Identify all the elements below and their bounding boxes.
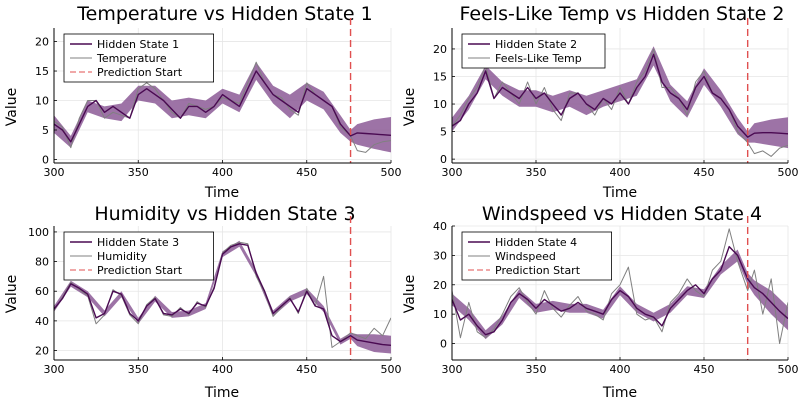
subplot-feels-like: Feels-Like Temp vs Hidden State 2 Time V… <box>402 3 799 201</box>
y-tick-label: 100 <box>28 226 49 239</box>
x-tick-label: 300 <box>44 363 65 376</box>
y-tick-label: 10 <box>433 98 447 111</box>
observed-line <box>452 48 788 157</box>
legend-box <box>461 33 606 69</box>
x-tick-label: 400 <box>610 166 631 179</box>
y-tick-label: 40 <box>35 315 49 328</box>
x-tick-label: 500 <box>381 363 402 376</box>
x-tick-label: 350 <box>128 166 149 179</box>
legend-entry: Prediction Start <box>97 264 183 277</box>
plot-area <box>452 46 788 157</box>
x-axis-label: Time <box>602 185 637 201</box>
plot-area <box>54 240 391 354</box>
y-tick-label: 5 <box>42 124 49 137</box>
y-tick-label: 15 <box>433 70 447 83</box>
x-tick-label: 400 <box>610 363 631 376</box>
y-tick-label: 20 <box>35 36 49 49</box>
plot-area <box>452 228 788 344</box>
y-tick-label: 20 <box>433 279 447 292</box>
y-tick-label: 10 <box>433 308 447 321</box>
chart-title: Feels-Like Temp vs Hidden State 2 <box>460 3 785 25</box>
y-tick-label: 10 <box>35 95 49 108</box>
y-tick-label: 20 <box>433 43 447 56</box>
y-tick-label: 15 <box>35 65 49 78</box>
x-tick-label: 300 <box>442 363 463 376</box>
y-axis-label: Value <box>4 275 20 313</box>
x-axis-label: Time <box>204 385 239 400</box>
y-tick-label: 40 <box>433 220 447 233</box>
x-tick-label: 500 <box>381 166 402 179</box>
x-tick-label: 350 <box>526 363 547 376</box>
y-tick-label: 5 <box>440 126 447 139</box>
legend-entry: Prediction Start <box>97 66 183 79</box>
observed-line <box>452 228 788 344</box>
x-tick-label: 450 <box>296 363 317 376</box>
x-tick-label: 500 <box>778 363 799 376</box>
x-tick-label: 450 <box>694 363 715 376</box>
plot-area <box>54 61 391 153</box>
chart-title: Windspeed vs Hidden State 4 <box>482 203 762 225</box>
legend-entry: Hidden State 1 <box>97 38 179 51</box>
legend-entry: Hidden State 4 <box>495 236 577 249</box>
x-tick-label: 350 <box>128 363 149 376</box>
legend-entry: Humidity <box>97 250 147 263</box>
y-tick-label: 0 <box>440 338 447 351</box>
y-axis-label: Value <box>4 88 20 126</box>
legend-entry: Feels-Like Temp <box>495 52 582 65</box>
y-tick-label: 0 <box>440 153 447 166</box>
legend-entry: Temperature <box>96 52 167 65</box>
x-tick-label: 500 <box>778 166 799 179</box>
y-tick-label: 30 <box>433 249 447 262</box>
x-axis-label: Time <box>602 385 637 400</box>
subplot-windspeed: Windspeed vs Hidden State 4 Time Value 3… <box>402 203 799 401</box>
legend-entry: Prediction Start <box>495 264 581 277</box>
chart-title: Humidity vs Hidden State 3 <box>94 203 355 225</box>
y-axis-label: Value <box>402 275 418 313</box>
x-tick-label: 350 <box>526 166 547 179</box>
x-axis-label: Time <box>204 185 239 201</box>
hidden-state-line <box>54 243 391 346</box>
hidden-state-line <box>452 53 788 138</box>
chart-title: Temperature vs Hidden State 1 <box>76 3 372 25</box>
legend-entry: Windspeed <box>495 250 556 263</box>
x-tick-label: 450 <box>296 166 317 179</box>
legend-entry: Hidden State 2 <box>495 38 577 51</box>
hidden-state-line <box>452 245 788 336</box>
x-tick-label: 300 <box>442 166 463 179</box>
legend-entry: Hidden State 3 <box>97 236 179 249</box>
hidden-state-line <box>54 70 391 143</box>
subplot-humidity: Humidity vs Hidden State 3 Time Value 30… <box>4 203 402 401</box>
confidence-band <box>54 240 391 354</box>
confidence-band <box>452 249 788 340</box>
x-tick-label: 400 <box>212 166 233 179</box>
y-axis-label: Value <box>402 88 418 126</box>
x-tick-label: 300 <box>44 166 65 179</box>
x-tick-label: 450 <box>694 166 715 179</box>
y-tick-label: 20 <box>35 345 49 358</box>
subplot-temperature: Temperature vs Hidden State 1 Time Value… <box>4 3 402 201</box>
y-tick-label: 0 <box>42 153 49 166</box>
x-tick-label: 400 <box>212 363 233 376</box>
y-tick-label: 80 <box>35 256 49 269</box>
y-tick-label: 60 <box>35 285 49 298</box>
